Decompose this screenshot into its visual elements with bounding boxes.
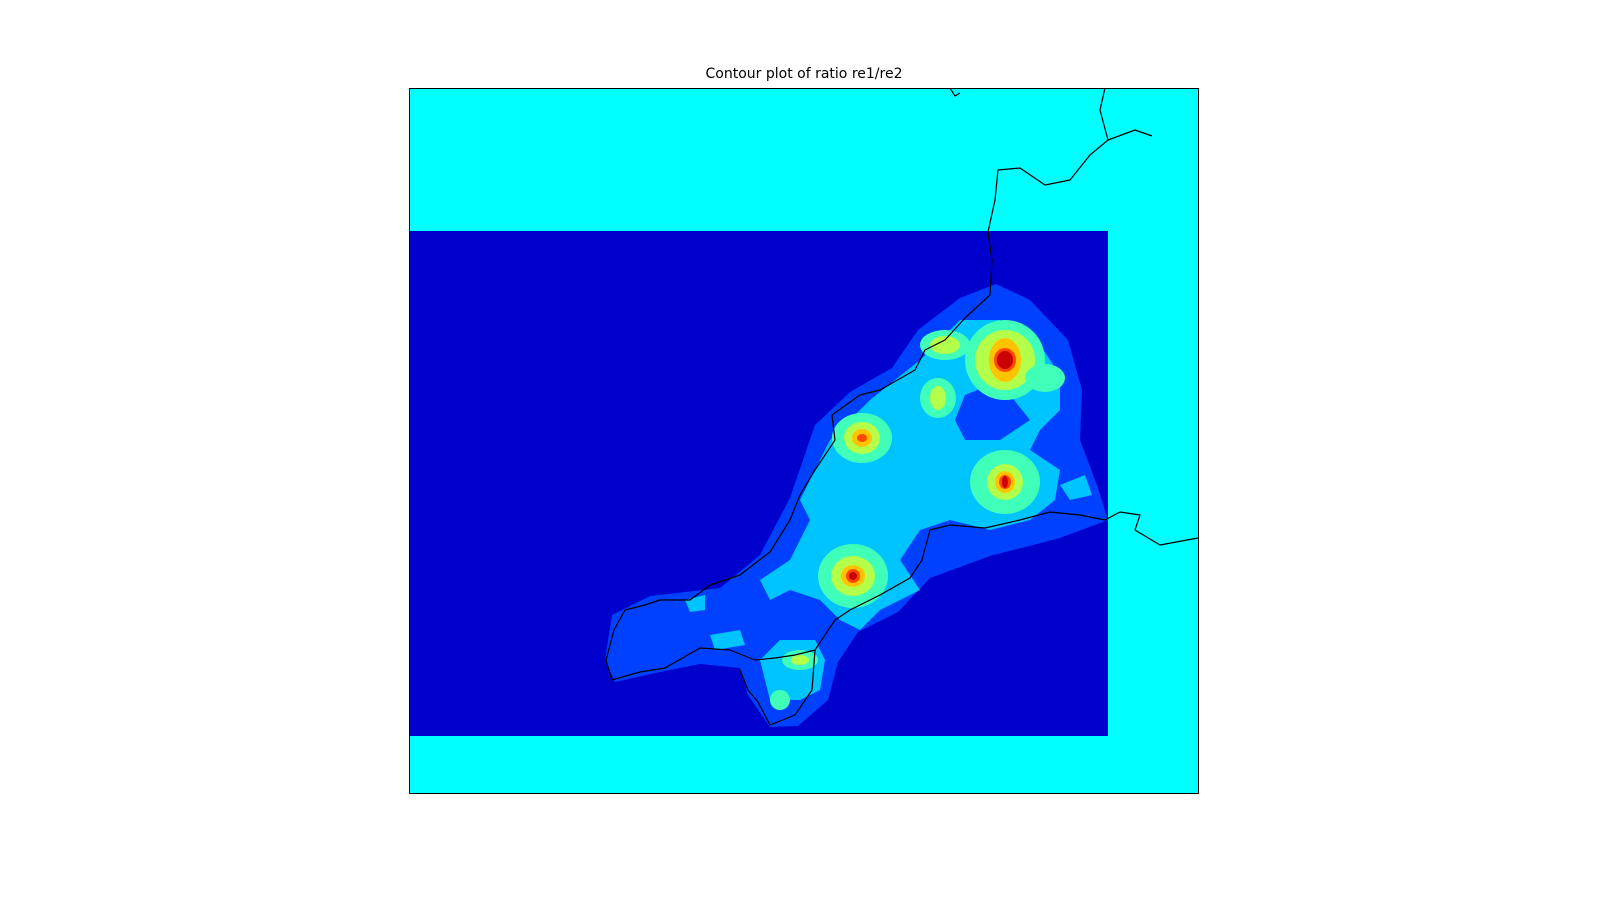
hotspot-south	[849, 572, 857, 580]
contour-level-2	[685, 595, 705, 612]
hotspot-northeast	[997, 351, 1013, 369]
coastline	[611, 647, 816, 726]
hotspot-east	[1002, 476, 1008, 488]
coastline	[1107, 129, 1153, 141]
axes-frame	[409, 88, 1199, 794]
contour-level-2	[1060, 475, 1092, 500]
hotspot-southwest	[791, 655, 809, 665]
chart-title: Contour plot of ratio re1/re2	[705, 66, 903, 82]
coastline	[814, 511, 1199, 651]
patch-tip	[770, 690, 790, 710]
contour-level-2	[710, 630, 745, 650]
coastline	[605, 88, 1109, 681]
patch-ne-arm	[1025, 364, 1065, 392]
hotspot-north-coast	[857, 434, 867, 442]
patch-north	[930, 336, 960, 354]
patch-central	[930, 386, 946, 410]
coastline	[949, 88, 961, 97]
